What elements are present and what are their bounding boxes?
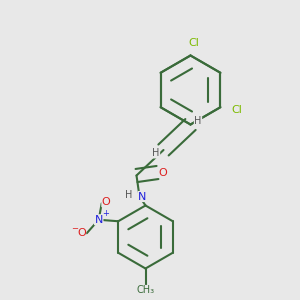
- Text: Cl: Cl: [188, 38, 199, 49]
- Text: H: H: [152, 148, 160, 158]
- Text: +: +: [102, 209, 109, 218]
- Text: N: N: [94, 215, 103, 225]
- Text: O: O: [77, 228, 86, 238]
- Text: O: O: [102, 197, 111, 207]
- Text: H: H: [194, 116, 202, 127]
- Text: O: O: [158, 167, 167, 178]
- Text: −: −: [71, 224, 78, 233]
- Text: H: H: [125, 190, 133, 200]
- Text: Cl: Cl: [231, 105, 242, 115]
- Text: CH₃: CH₃: [136, 285, 154, 296]
- Text: N: N: [138, 191, 147, 202]
